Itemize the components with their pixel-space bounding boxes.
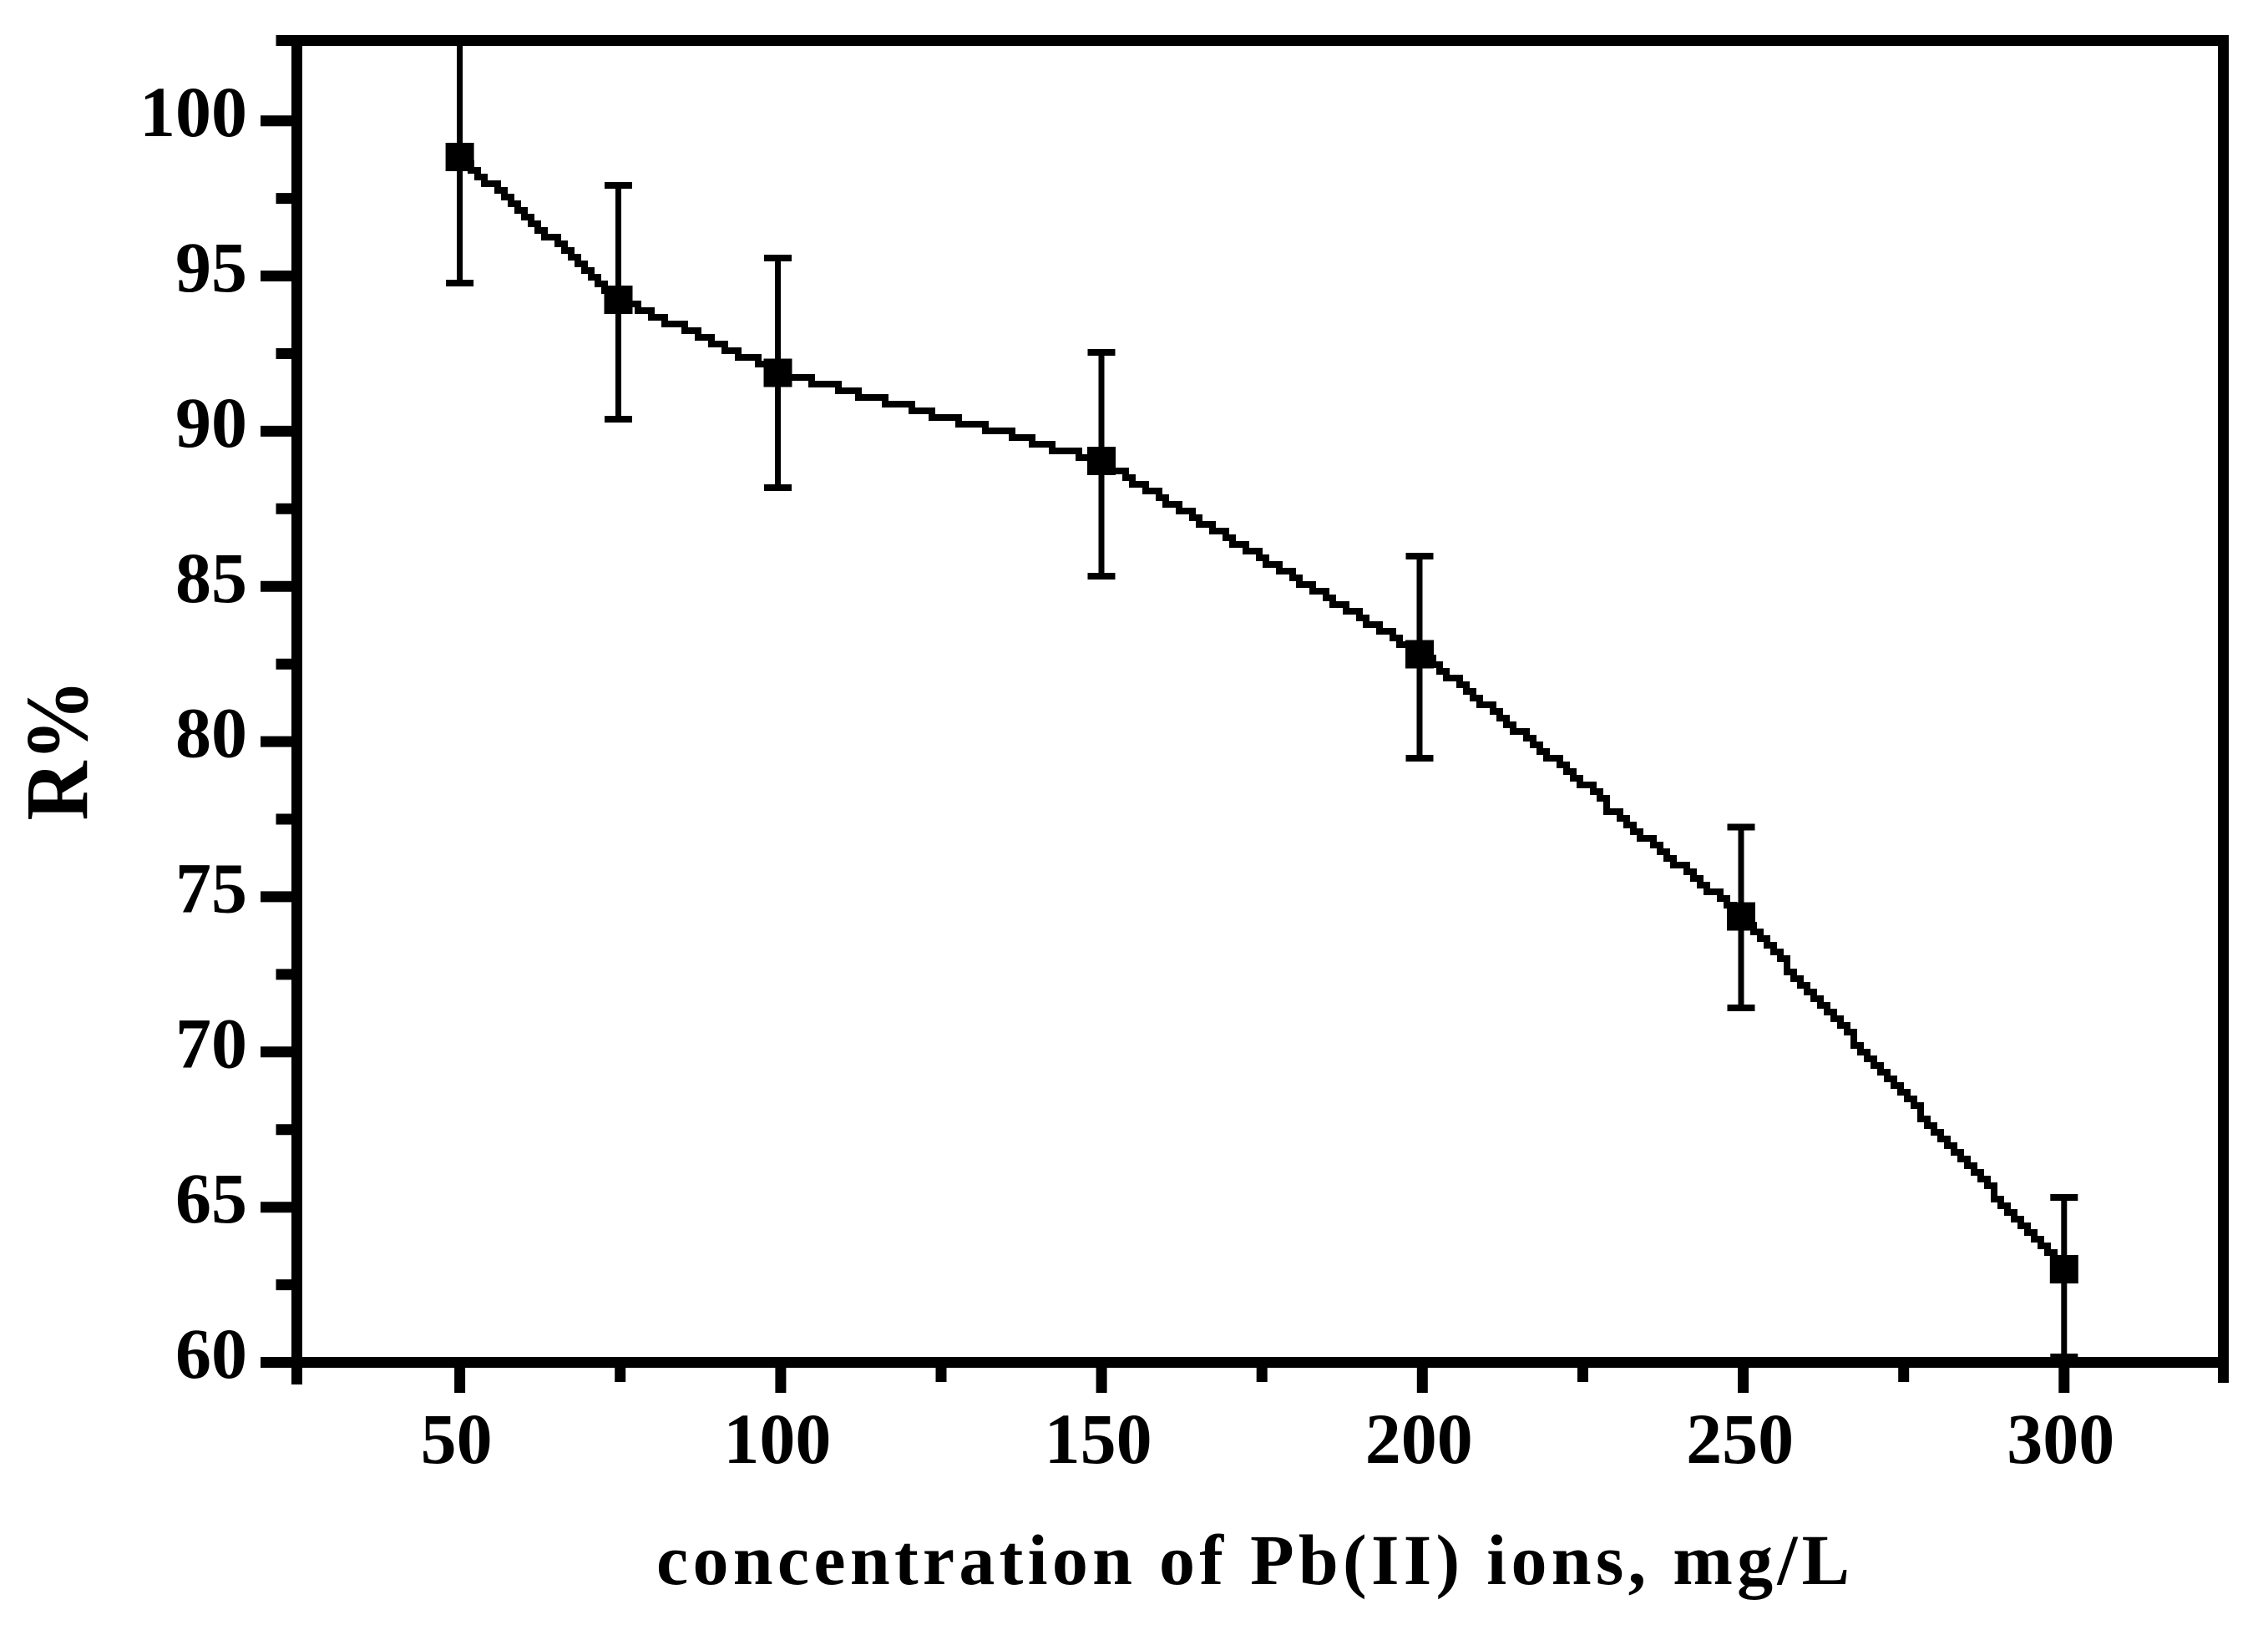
svg-text:250: 250	[1686, 1399, 1794, 1479]
svg-text:80: 80	[175, 693, 247, 773]
svg-text:65: 65	[175, 1158, 247, 1238]
svg-text:60: 60	[175, 1314, 247, 1394]
svg-text:75: 75	[175, 848, 247, 928]
svg-text:300: 300	[2007, 1399, 2114, 1479]
svg-text:100: 100	[139, 72, 247, 152]
svg-text:concentration of Pb(II) ions,: concentration of Pb(II) ions, mg/L	[656, 1520, 1854, 1600]
svg-text:200: 200	[1365, 1399, 1473, 1479]
svg-text:70: 70	[175, 1003, 247, 1083]
svg-text:R%: R%	[8, 680, 107, 821]
svg-text:90: 90	[175, 382, 247, 463]
svg-text:85: 85	[175, 538, 247, 618]
svg-text:150: 150	[1045, 1399, 1152, 1479]
svg-text:100: 100	[723, 1399, 831, 1479]
svg-text:95: 95	[175, 227, 247, 307]
svg-text:50: 50	[421, 1399, 493, 1479]
